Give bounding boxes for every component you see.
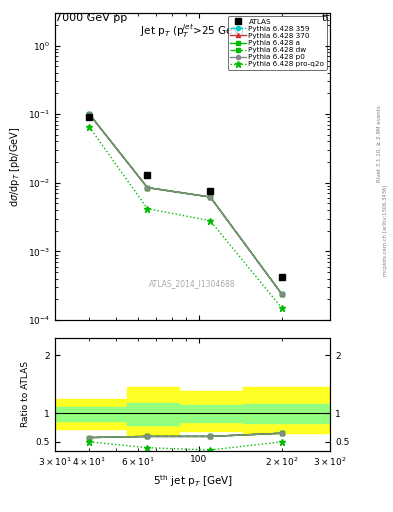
- Pythia 6.428 pro-q2o: [145, 205, 150, 211]
- Y-axis label: Ratio to ATLAS: Ratio to ATLAS: [21, 361, 30, 427]
- Pythia 6.428 pro-q2o: [279, 305, 284, 311]
- ATLAS: [87, 114, 92, 120]
- Pythia 6.428 dw: [145, 184, 150, 190]
- Line: Pythia 6.428 p0: Pythia 6.428 p0: [87, 112, 284, 296]
- ATLAS: [145, 172, 150, 178]
- Line: Pythia 6.428 dw: Pythia 6.428 dw: [87, 112, 284, 296]
- ATLAS: [208, 188, 213, 194]
- X-axis label: 5$^{\rm th}$ jet p$_T$ [GeV]: 5$^{\rm th}$ jet p$_T$ [GeV]: [152, 473, 233, 489]
- Text: tt: tt: [321, 13, 330, 23]
- Pythia 6.428 a: [208, 194, 213, 200]
- Line: Pythia 6.428 a: Pythia 6.428 a: [87, 112, 284, 296]
- Line: Pythia 6.428 pro-q2o: Pythia 6.428 pro-q2o: [86, 123, 285, 311]
- Line: ATLAS: ATLAS: [86, 113, 285, 281]
- Text: mcplots.cern.ch [arXiv:1306.3436]: mcplots.cern.ch [arXiv:1306.3436]: [383, 185, 387, 276]
- Pythia 6.428 dw: [208, 194, 213, 200]
- Text: 7000 GeV pp: 7000 GeV pp: [55, 13, 127, 23]
- Text: ATLAS_2014_I1304688: ATLAS_2014_I1304688: [149, 279, 236, 288]
- Pythia 6.428 370: [279, 291, 284, 297]
- ATLAS: [279, 274, 284, 280]
- Pythia 6.428 dw: [279, 291, 284, 297]
- Pythia 6.428 p0: [145, 184, 150, 190]
- Legend: ATLAS, Pythia 6.428 359, Pythia 6.428 370, Pythia 6.428 a, Pythia 6.428 dw, Pyth: ATLAS, Pythia 6.428 359, Pythia 6.428 37…: [228, 16, 327, 70]
- Line: Pythia 6.428 359: Pythia 6.428 359: [87, 112, 284, 296]
- Text: Rivet 3.1.10, ≥ 2.9M events: Rivet 3.1.10, ≥ 2.9M events: [377, 105, 382, 182]
- Pythia 6.428 p0: [87, 111, 92, 117]
- Pythia 6.428 359: [145, 184, 150, 190]
- Pythia 6.428 p0: [208, 194, 213, 200]
- Text: Jet p$_T$ (p$_T^{jet}$>25 GeV): Jet p$_T$ (p$_T^{jet}$>25 GeV): [140, 22, 245, 40]
- Pythia 6.428 p0: [279, 291, 284, 297]
- Pythia 6.428 359: [279, 291, 284, 297]
- Pythia 6.428 370: [208, 194, 213, 200]
- Line: Pythia 6.428 370: Pythia 6.428 370: [87, 112, 284, 296]
- Pythia 6.428 pro-q2o: [87, 124, 92, 130]
- Y-axis label: d$\sigma$/dp$_T$ [pb/GeV]: d$\sigma$/dp$_T$ [pb/GeV]: [8, 126, 22, 207]
- Pythia 6.428 370: [145, 184, 150, 190]
- Pythia 6.428 a: [279, 291, 284, 297]
- Pythia 6.428 359: [208, 194, 213, 200]
- Pythia 6.428 359: [87, 111, 92, 117]
- Pythia 6.428 a: [87, 111, 92, 117]
- Pythia 6.428 dw: [87, 111, 92, 117]
- Pythia 6.428 pro-q2o: [208, 218, 213, 224]
- Pythia 6.428 370: [87, 111, 92, 117]
- Pythia 6.428 a: [145, 184, 150, 190]
